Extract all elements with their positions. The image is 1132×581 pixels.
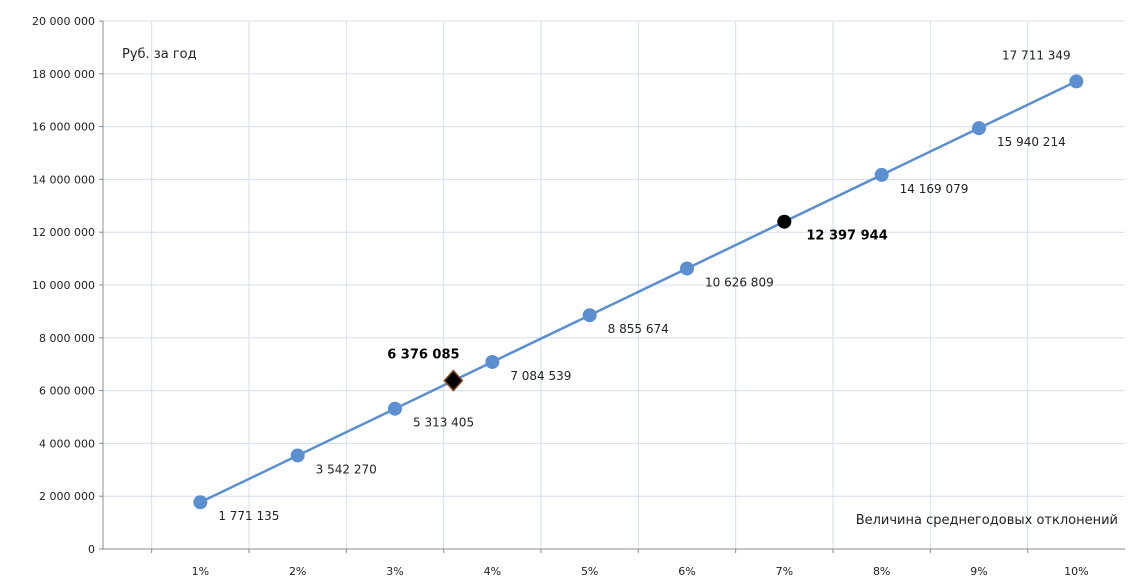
- series-group: [193, 74, 1084, 510]
- x-tick-labels: 1% 2% 3% 4% 5% 6% 7% 8% 9% 10%: [151, 549, 1089, 578]
- y-tick-label: 20 000 000: [32, 15, 95, 28]
- highlight-label: 12 397 944: [806, 229, 887, 244]
- data-label: 15 940 214: [997, 135, 1066, 149]
- x-tick-label: 8%: [873, 565, 890, 578]
- data-point: [290, 448, 305, 463]
- highlight-point-circle: [777, 214, 792, 229]
- data-label: 3 542 270: [316, 462, 377, 476]
- highlight-label: 6 376 085: [387, 348, 459, 363]
- data-point: [874, 167, 889, 182]
- data-label: 8 855 674: [608, 322, 669, 336]
- y-tick-label: 16 000 000: [32, 121, 95, 134]
- x-tick-label: 5%: [581, 565, 598, 578]
- x-tick-label: 2%: [289, 565, 306, 578]
- x-tick-label: 3%: [386, 565, 403, 578]
- y-tick-label: 18 000 000: [32, 68, 95, 81]
- data-label: 5 313 405: [413, 416, 474, 430]
- x-tick-label: 10%: [1064, 565, 1088, 578]
- y-tick-label: 0: [88, 543, 95, 556]
- data-point: [1069, 74, 1084, 89]
- y-tick-label: 6 000 000: [39, 385, 95, 398]
- x-tick-label: 4%: [484, 565, 501, 578]
- y-tick-label: 12 000 000: [32, 226, 95, 239]
- highlight-point-diamond: [443, 369, 464, 392]
- x-tick-label: 1%: [192, 565, 209, 578]
- data-label: 14 169 079: [900, 182, 969, 196]
- highlights-group: 6 376 085 12 397 944: [387, 214, 888, 392]
- grid-lines: [103, 20, 1125, 549]
- y-tick-label: 10 000 000: [32, 279, 95, 292]
- data-point: [388, 401, 402, 416]
- data-label: 17 711 349: [1002, 48, 1071, 62]
- data-labels-group: 1 771 135 3 542 270 5 313 405 7 084 539 8 85…: [218, 48, 1070, 523]
- y-tick-label: 4 000 000: [39, 437, 95, 450]
- data-label: 1 771 135: [218, 509, 279, 523]
- data-label: 7 084 539: [510, 369, 571, 383]
- data-point: [485, 354, 500, 369]
- y-axis-label: Руб. за год: [122, 47, 197, 62]
- x-tick-label: 9%: [970, 565, 987, 578]
- y-tick-label: 8 000 000: [39, 332, 95, 345]
- x-tick-label: 6%: [678, 565, 695, 578]
- data-point: [680, 261, 694, 276]
- data-point: [972, 121, 986, 136]
- x-axis-label: Величина среднегодовых отклонений: [856, 513, 1118, 528]
- data-label: 10 626 809: [705, 275, 774, 289]
- data-point: [582, 308, 597, 323]
- data-point: [193, 495, 208, 510]
- x-tick-label: 7%: [776, 565, 793, 578]
- y-tick-label: 14 000 000: [32, 173, 95, 186]
- y-tick-label: 2 000 000: [39, 490, 95, 503]
- y-tick-labels: 0 2 000 000 4 000 000 6 000 000 8 000 000 10 …: [32, 15, 103, 556]
